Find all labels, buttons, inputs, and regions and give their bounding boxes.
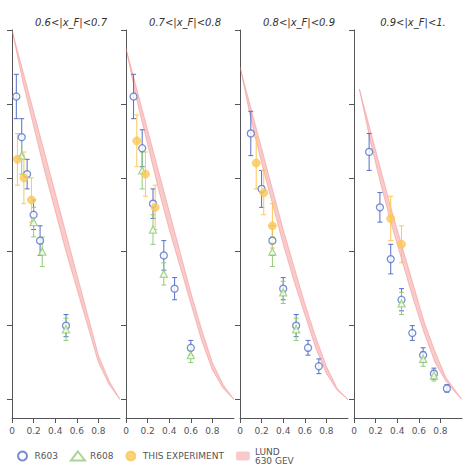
svg-text:0: 0 bbox=[237, 426, 243, 436]
svg-text:0.2: 0.2 bbox=[140, 426, 154, 436]
svg-text:LUND: LUND bbox=[254, 446, 280, 457]
svg-text:0.6: 0.6 bbox=[184, 426, 199, 436]
svg-text:0: 0 bbox=[123, 426, 129, 436]
svg-text:0.8: 0.8 bbox=[205, 426, 220, 436]
svg-text:R608: R608 bbox=[90, 451, 114, 461]
svg-text:0.6: 0.6 bbox=[412, 426, 427, 436]
svg-text:THIS EXPERIMENT: THIS EXPERIMENT bbox=[142, 451, 225, 461]
svg-text:0.6: 0.6 bbox=[298, 426, 313, 436]
svg-text:0.4: 0.4 bbox=[390, 426, 405, 436]
svg-text:0.2: 0.2 bbox=[368, 426, 382, 436]
svg-text:0.6<|x_F|<0.7: 0.6<|x_F|<0.7 bbox=[35, 17, 108, 29]
svg-text:0.6: 0.6 bbox=[70, 426, 85, 436]
svg-text:0.9<|x_F|<1.: 0.9<|x_F|<1. bbox=[380, 17, 446, 29]
svg-text:0.2: 0.2 bbox=[254, 426, 268, 436]
svg-text:0: 0 bbox=[351, 426, 357, 436]
svg-text:R603: R603 bbox=[35, 451, 58, 461]
svg-text:630 GEV: 630 GEV bbox=[255, 456, 295, 466]
svg-text:0.8: 0.8 bbox=[433, 426, 448, 436]
svg-text:0.4: 0.4 bbox=[48, 426, 63, 436]
svg-text:0.8<|x_F|<0.9: 0.8<|x_F|<0.9 bbox=[263, 17, 335, 29]
svg-text:0: 0 bbox=[9, 426, 15, 436]
svg-text:0.8: 0.8 bbox=[91, 426, 106, 436]
svg-text:0.4: 0.4 bbox=[276, 426, 291, 436]
svg-text:0.8: 0.8 bbox=[319, 426, 334, 436]
svg-text:0.4: 0.4 bbox=[162, 426, 177, 436]
svg-text:0.2: 0.2 bbox=[26, 426, 40, 436]
svg-text:0.7<|x_F|<0.8: 0.7<|x_F|<0.8 bbox=[149, 17, 221, 29]
